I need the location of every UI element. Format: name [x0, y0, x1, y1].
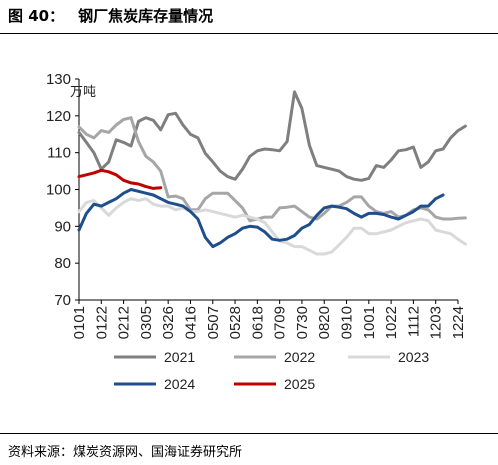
y-tick-label: 90 — [54, 218, 71, 235]
y-tick-label: 120 — [46, 108, 71, 125]
figure-title: 图 40： 钢厂焦炭库存量情况 — [8, 5, 213, 26]
chart-axes: 70 80 90 100 110 120 130 0101 0122 0212 0305 0326 04… — [46, 71, 467, 339]
legend-label-2024: 2024 — [164, 376, 195, 392]
series-line-2024 — [77, 188, 445, 249]
series-line-2025 — [77, 168, 163, 190]
x-tick-label: 1001 — [361, 306, 378, 339]
legend-label-2023: 2023 — [398, 349, 429, 365]
series-line-2023 — [77, 197, 467, 256]
chart-series-lines — [77, 90, 467, 256]
legend-label-2022: 2022 — [284, 349, 315, 365]
figure-number: 图 40： — [8, 7, 65, 25]
y-tick-label: 100 — [46, 182, 71, 199]
source-rule — [0, 433, 498, 434]
y-tick-label: 130 — [46, 71, 71, 88]
x-tick-label: 0326 — [160, 306, 177, 339]
y-unit-label: 万吨 — [70, 85, 96, 100]
x-tick-label: 0122 — [93, 306, 110, 339]
legend-label-2021: 2021 — [164, 349, 195, 365]
series-line-2022 — [77, 116, 467, 223]
x-tick-label: 0528 — [227, 306, 244, 339]
x-tick-label: 0416 — [182, 306, 199, 339]
series-line-2021 — [77, 90, 467, 182]
source-note: 资料来源：煤炭资源网、国海证券研究所 — [8, 445, 243, 460]
legend-label-2025: 2025 — [284, 376, 315, 392]
coke-inventory-chart: 70 80 90 100 110 120 130 0101 0122 0212 0305 0326 04… — [46, 71, 467, 392]
x-tick-label: 0709 — [272, 306, 289, 339]
y-tick-label: 80 — [54, 255, 71, 272]
x-tick-label: 0507 — [205, 306, 222, 339]
x-tick-label: 0101 — [71, 306, 88, 339]
x-tick-label: 0212 — [116, 306, 133, 339]
x-tick-label: 0618 — [249, 306, 266, 339]
x-tick-label: 0305 — [138, 306, 155, 339]
chart-legend: 2021 2022 2023 2024 2025 — [114, 349, 429, 392]
x-tick-label: 1224 — [450, 306, 467, 339]
x-tick-label: 0820 — [316, 306, 333, 339]
x-tick-label: 1112 — [405, 306, 422, 337]
x-tick-label: 1022 — [383, 306, 400, 339]
x-tick-label: 0910 — [339, 306, 356, 339]
x-tick-label: 1203 — [428, 306, 445, 339]
y-tick-label: 70 — [54, 292, 71, 309]
figure-title-text: 钢厂焦炭库存量情况 — [78, 7, 214, 25]
y-tick-label: 110 — [47, 145, 71, 162]
title-rule — [0, 33, 498, 34]
x-tick-label: 0730 — [294, 306, 311, 339]
